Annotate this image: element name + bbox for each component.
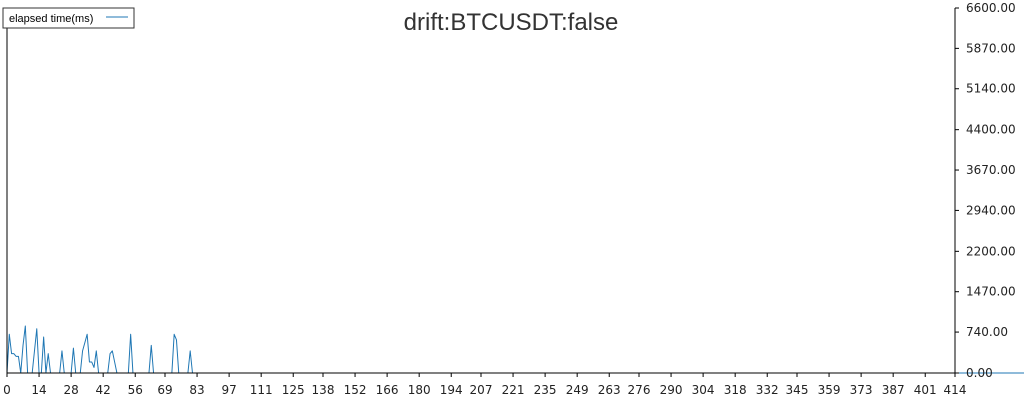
x-tick-label: 249: [566, 383, 589, 397]
x-tick-label: 263: [598, 383, 621, 397]
x-tick-label: 318: [724, 383, 747, 397]
y-tick-label: 5140.00: [966, 82, 1016, 96]
y-tick-label: 4400.00: [966, 123, 1016, 137]
series-group: [6, 325, 1024, 374]
y-tick-label: 740.00: [966, 325, 1008, 339]
x-tick-label: 56: [128, 383, 143, 397]
y-tick-label: 2200.00: [966, 244, 1016, 258]
x-tick-label: 69: [157, 383, 172, 397]
x-tick-label: 194: [440, 383, 463, 397]
x-tick-label: 14: [31, 383, 46, 397]
y-tick-label: 5870.00: [966, 41, 1016, 55]
x-tick-label: 111: [250, 383, 273, 397]
y-tick-label: 0.00: [966, 366, 993, 380]
x-tick-label: 276: [628, 383, 651, 397]
y-tick-label: 6600.00: [966, 1, 1016, 15]
chart-title: drift:BTCUSDT:false: [404, 9, 619, 36]
x-tick-label: 387: [882, 383, 905, 397]
x-tick-label: 83: [189, 383, 204, 397]
x-tick-label: 401: [914, 383, 937, 397]
y-tick-label: 3670.00: [966, 163, 1016, 177]
x-tick-label: 180: [408, 383, 431, 397]
legend-box: [2, 7, 135, 29]
x-tick-label: 304: [692, 383, 715, 397]
series-line-0: [6, 325, 1024, 374]
x-tick-label: 290: [660, 383, 683, 397]
x-tick-group: 0 14 28 42 56 69 83 97 111 125 138 152 166 180 194 207 2…: [3, 373, 966, 397]
x-tick-label: 125: [282, 383, 305, 397]
y-tick-group: 0.00 740.00 1470.00 2200.00 2940.00 3670.00 44…: [955, 1, 1016, 380]
x-tick-label: 207: [470, 383, 493, 397]
x-tick-label: 166: [376, 383, 399, 397]
y-tick-label: 1470.00: [966, 285, 1016, 299]
x-tick-label: 373: [850, 383, 873, 397]
legend-label: elapsed time(ms): [9, 13, 93, 25]
x-tick-label: 359: [818, 383, 841, 397]
x-tick-label: 0: [3, 383, 11, 397]
y-tick-label: 2940.00: [966, 203, 1016, 217]
x-tick-label: 414: [944, 383, 967, 397]
x-tick-label: 235: [534, 383, 557, 397]
x-tick-label: 97: [221, 383, 236, 397]
x-tick-label: 345: [786, 383, 809, 397]
x-tick-label: 138: [312, 383, 335, 397]
x-tick-label: 28: [63, 383, 78, 397]
x-tick-label: 152: [344, 383, 367, 397]
x-tick-label: 42: [96, 383, 111, 397]
x-tick-label: 332: [756, 383, 779, 397]
legend: elapsed time(ms): [2, 7, 135, 29]
x-tick-label: 221: [502, 383, 525, 397]
